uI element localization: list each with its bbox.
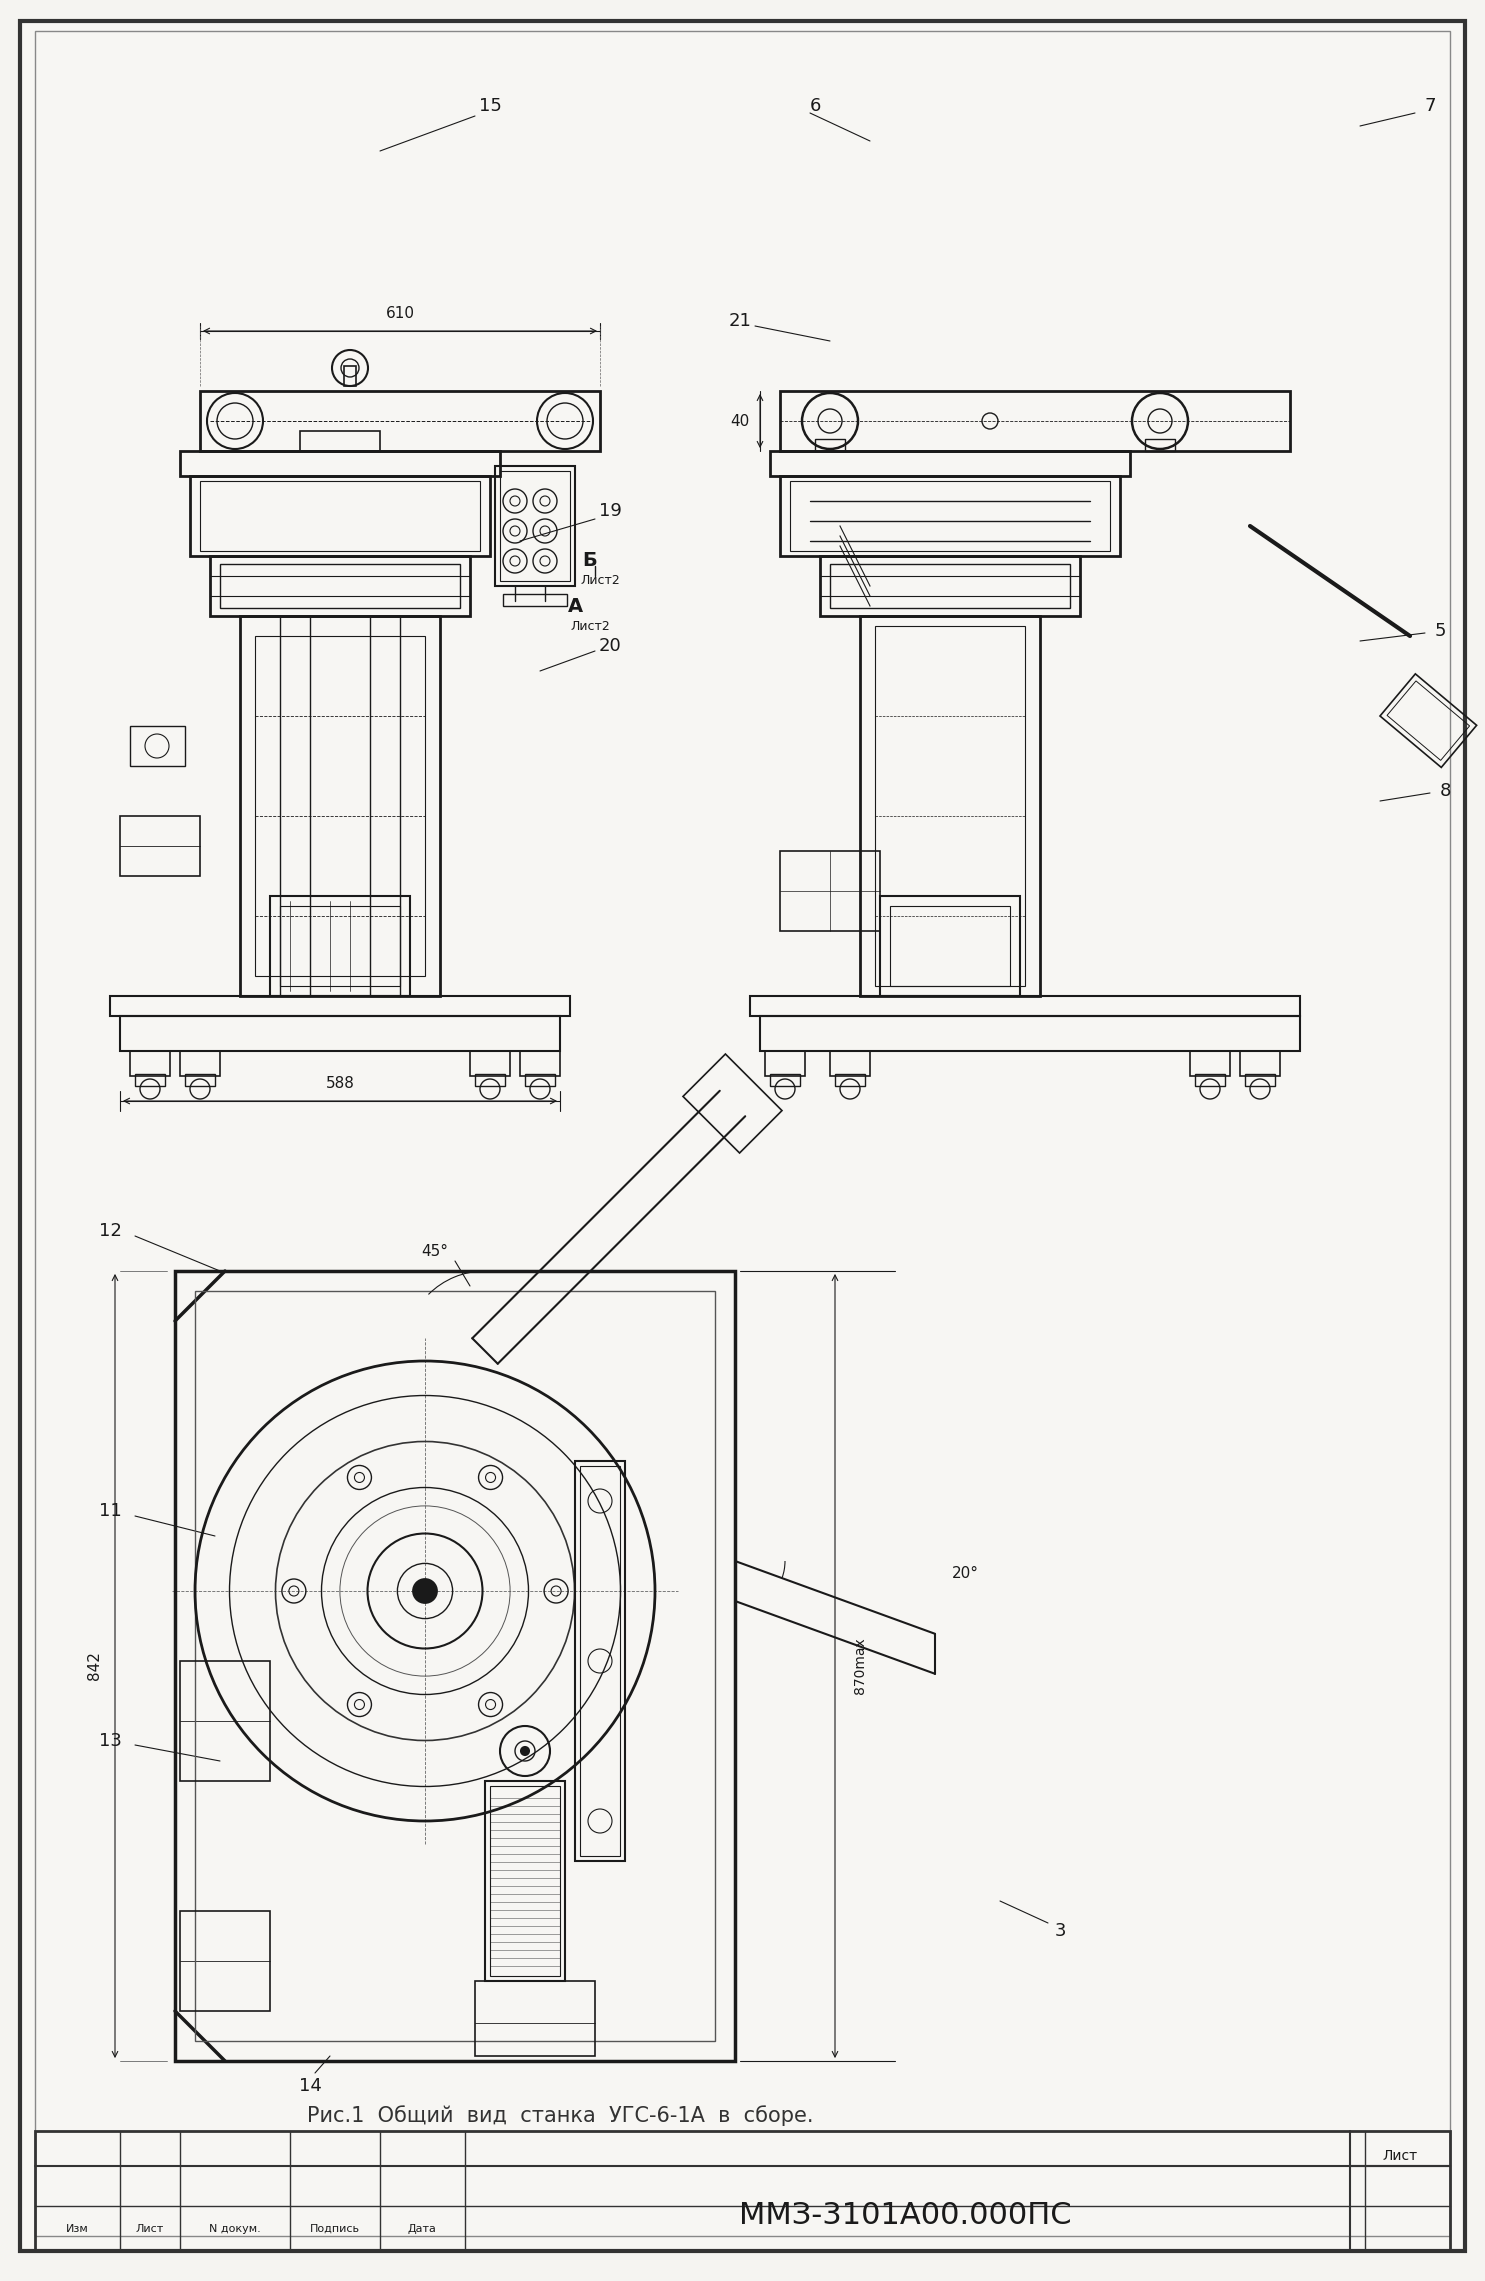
Bar [820,557,1080,616]
Bar [760,1015,1299,1052]
Bar [36,2130,1449,2251]
Bar [1145,438,1175,452]
Bar [180,452,500,477]
Text: 588: 588 [325,1077,355,1090]
Bar [300,431,380,452]
Bar [255,636,425,976]
Text: Б: Б [582,552,597,570]
Bar [790,481,1109,552]
Bar [780,390,1290,452]
Text: 7: 7 [1424,98,1436,114]
Bar [1244,1074,1276,1086]
Text: 12: 12 [98,1223,122,1241]
Bar [575,1462,625,1861]
Text: А: А [567,598,582,616]
Text: ММЗ-3101А00.000ПС: ММЗ-3101А00.000ПС [738,2201,1071,2231]
Text: 870max: 870max [852,1638,867,1695]
Text: 11: 11 [98,1501,122,1519]
Text: 40: 40 [731,413,750,429]
Circle shape [413,1578,437,1604]
Bar [835,1074,864,1086]
Bar [180,1911,270,2012]
Bar [1240,1052,1280,1077]
Text: 3: 3 [1054,1923,1066,1941]
Bar [495,465,575,586]
Bar [881,896,1020,997]
Text: Рис.1  Общий  вид  станка  УГС-6-1А  в  сборе.: Рис.1 Общий вид станка УГС-6-1А в сборе. [307,2105,814,2126]
Text: Подпись: Подпись [310,2224,359,2233]
Text: 21: 21 [729,312,751,331]
Bar [200,481,480,552]
Text: 5: 5 [1435,623,1446,641]
Text: 8: 8 [1439,782,1451,801]
Bar [345,365,356,385]
Bar [180,1052,220,1077]
Bar [120,817,200,876]
Text: 20°: 20° [952,1567,979,1581]
Bar [270,896,410,997]
Bar [180,1661,270,1781]
Bar [486,1781,564,1980]
Text: 14: 14 [298,2078,321,2094]
Text: 842: 842 [88,1651,102,1681]
Bar [780,851,881,931]
Bar [860,616,1040,997]
Bar [875,625,1025,985]
Bar [1189,1052,1230,1077]
Bar [131,725,186,766]
Text: 19: 19 [598,502,621,520]
Bar [830,1052,870,1077]
Bar [500,470,570,582]
Bar [241,616,440,997]
Text: 45°: 45° [422,1243,448,1259]
Bar [830,563,1071,609]
Text: 13: 13 [98,1731,122,1750]
Bar [135,1074,165,1086]
Bar [475,1074,505,1086]
Bar [771,1074,800,1086]
Text: Лист2: Лист2 [570,620,610,632]
Bar [750,997,1299,1015]
Text: 15: 15 [478,98,502,114]
Text: N докум.: N докум. [209,2224,261,2233]
Bar [765,1052,805,1077]
Text: Изм: Изм [65,2224,89,2233]
Bar [503,593,567,607]
Bar [490,1786,560,1975]
Text: Лист2: Лист2 [581,575,619,588]
Bar [780,477,1120,557]
Bar [581,1467,621,1857]
Bar [370,616,399,997]
Bar [120,1015,560,1052]
Bar [195,1291,714,2041]
Circle shape [521,1747,529,1754]
Text: Дата: Дата [407,2224,437,2233]
Text: Лист: Лист [135,2224,165,2233]
Bar [520,1052,560,1077]
Bar [469,1052,509,1077]
Bar [209,557,469,616]
Bar [190,477,490,557]
Bar [890,906,1010,985]
Text: 6: 6 [809,98,821,114]
Bar [815,438,845,452]
Bar [220,563,460,609]
Bar [1195,1074,1225,1086]
Bar [175,1271,735,2062]
Bar [186,1074,215,1086]
Text: Лист: Лист [1383,2149,1418,2162]
Bar [526,1074,555,1086]
Bar [771,452,1130,477]
Bar [281,616,310,997]
Bar [281,906,399,985]
Bar [475,1980,595,2055]
Bar [110,997,570,1015]
Text: 20: 20 [598,636,621,655]
Bar [200,390,600,452]
Bar [131,1052,169,1077]
Text: 610: 610 [386,306,414,322]
